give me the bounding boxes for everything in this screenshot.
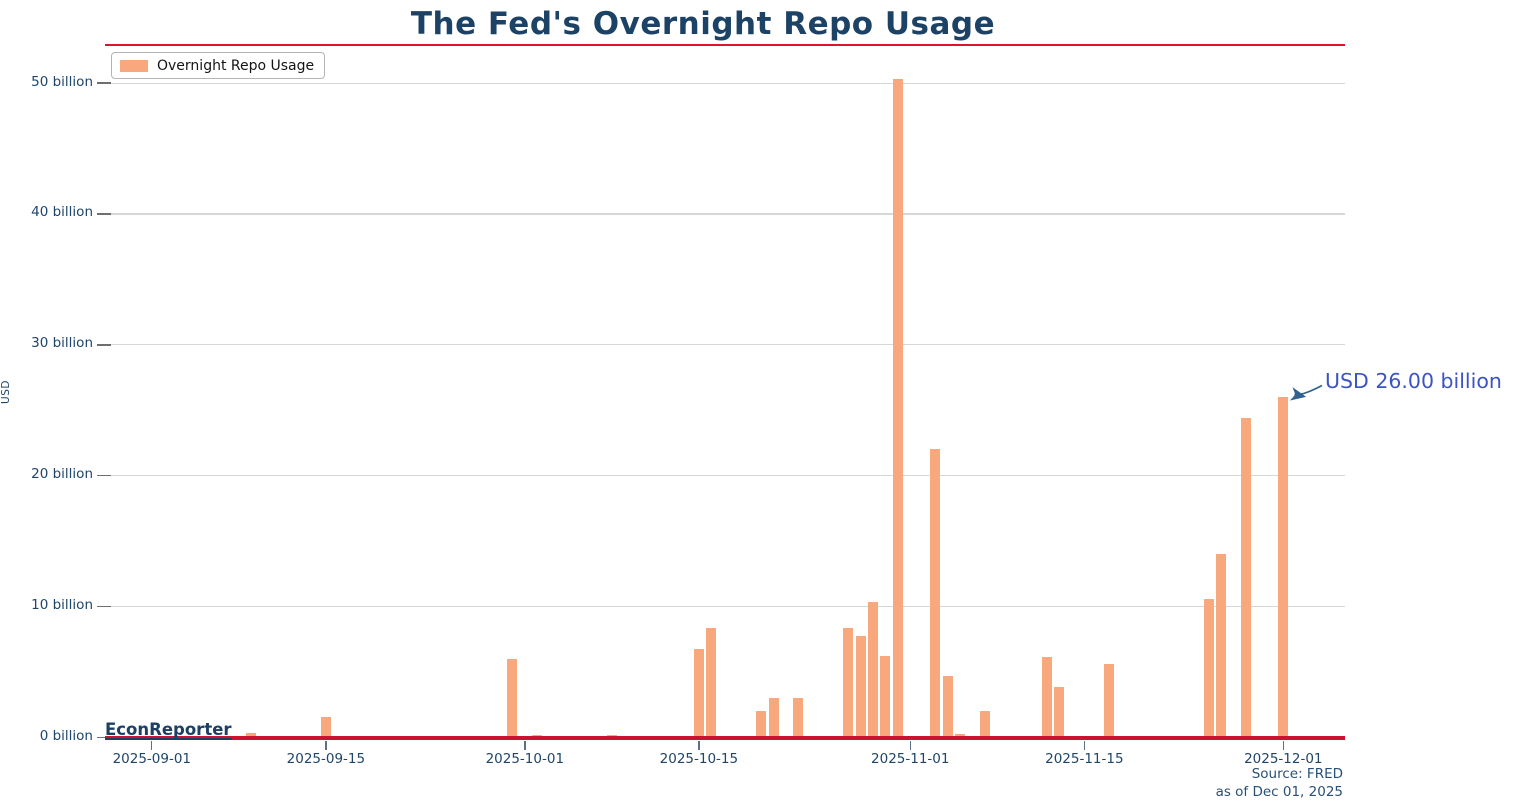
x-tick-mark-2025-10-15 <box>698 740 700 750</box>
x-tick-mark-2025-11-15 <box>1083 740 1086 750</box>
bar-2025-10-28 <box>855 635 866 740</box>
bar-2025-11-28 <box>1241 418 1251 740</box>
bar-2025-10-31 <box>892 78 903 740</box>
y-tick-mark-0b <box>97 736 111 738</box>
bar-2025-10-15 <box>693 648 704 740</box>
bar-2025-10-27 <box>843 628 854 740</box>
bar-2025-10-29 <box>867 601 878 740</box>
y-tick-mark-20b <box>97 474 111 477</box>
y-tick-label-40b: 40 billion <box>31 204 93 221</box>
x-tick-label-2025-12-01: 2025-12-01 <box>1244 751 1323 767</box>
y-tick-mark-10b <box>97 605 111 608</box>
gridline-10b <box>105 605 1345 608</box>
gridline-30b <box>105 344 1345 346</box>
bar-2025-11-26 <box>1216 554 1227 740</box>
y-tick-label-30b: 30 billion <box>31 335 93 352</box>
bar-2025-11-03 <box>930 449 941 740</box>
x-tick-mark-2025-12-01 <box>1282 740 1284 750</box>
gridline-40b <box>105 213 1345 215</box>
bar-2025-09-15 <box>320 717 331 740</box>
x-tick-mark-2025-09-15 <box>325 740 327 750</box>
bar-2025-11-25 <box>1203 599 1214 740</box>
bar-2025-10-20 <box>756 711 767 740</box>
y-tick-label-10b: 10 billion <box>31 596 93 613</box>
x-tick-mark-2025-11-01 <box>909 740 911 750</box>
bar-2025-11-07 <box>979 711 990 740</box>
bar-2025-11-17 <box>1104 664 1115 740</box>
chart-title: The Fed's Overnight Repo Usage <box>410 6 996 42</box>
x-tick-mark-2025-10-01 <box>524 740 526 750</box>
x-tick-label-2025-10-15: 2025-10-15 <box>659 751 739 767</box>
y-tick-mark-30b <box>97 344 111 346</box>
gridline-20b <box>105 474 1345 477</box>
y-tick-label-20b: 20 billion <box>31 466 93 483</box>
x-tick-mark-2025-09-01 <box>151 740 153 750</box>
legend-label: Overnight Repo Usage <box>157 57 315 74</box>
bar-2025-10-23 <box>793 698 804 740</box>
x-tick-label-2025-11-15: 2025-11-15 <box>1045 751 1124 767</box>
footer-source: Source: FRED <box>1251 766 1343 782</box>
x-tick-label-2025-10-01: 2025-10-01 <box>485 751 565 767</box>
gridline-50b <box>105 82 1345 84</box>
bar-2025-12-01 <box>1278 397 1289 740</box>
zero-baseline <box>105 735 1345 741</box>
title-rule-line <box>105 44 1345 47</box>
footer-as-of-date: as of Dec 01, 2025 <box>1215 783 1343 800</box>
legend: Overnight Repo Usage <box>111 52 326 79</box>
annotation-label: USD 26.00 billion <box>1325 369 1502 393</box>
y-tick-label-50b: 50 billion <box>31 73 93 90</box>
y-tick-mark-50b <box>97 82 111 84</box>
bar-2025-09-30 <box>507 658 518 740</box>
y-tick-label-0b: 0 billion <box>39 727 93 744</box>
legend-swatch-icon <box>120 59 148 72</box>
bar-2025-10-21 <box>768 698 779 740</box>
y-axis-title: USD <box>0 380 12 404</box>
bar-2025-10-16 <box>706 628 717 740</box>
bar-2025-11-04 <box>942 675 953 740</box>
y-tick-mark-40b <box>97 213 111 215</box>
x-tick-label-2025-09-01: 2025-09-01 <box>112 751 192 767</box>
bar-2025-10-30 <box>880 656 891 740</box>
bar-2025-11-13 <box>1054 686 1065 740</box>
x-tick-label-2025-11-01: 2025-11-01 <box>871 751 950 767</box>
bar-2025-11-12 <box>1042 657 1053 740</box>
x-tick-label-2025-09-15: 2025-09-15 <box>286 751 366 767</box>
watermark: EconReporter <box>105 720 232 739</box>
